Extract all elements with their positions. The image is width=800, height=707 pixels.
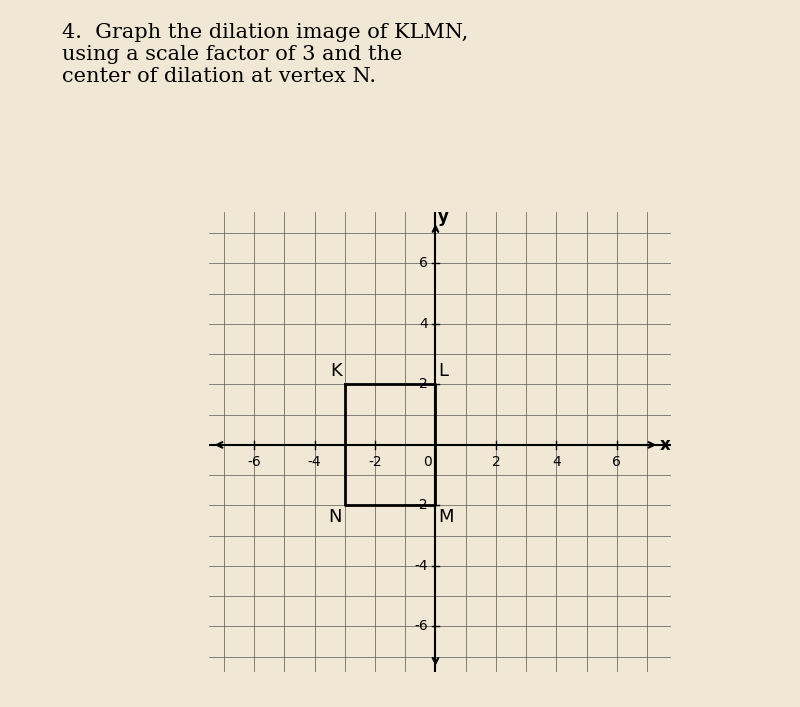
Text: 6: 6	[613, 455, 622, 469]
Text: x: x	[660, 436, 670, 454]
Text: 2: 2	[491, 455, 500, 469]
Text: -6: -6	[247, 455, 261, 469]
Text: 2: 2	[419, 378, 428, 392]
Text: 4: 4	[419, 317, 428, 331]
Text: y: y	[438, 208, 449, 226]
Text: L: L	[438, 362, 449, 380]
Text: 0: 0	[423, 455, 432, 469]
Text: 6: 6	[419, 257, 428, 271]
Text: N: N	[328, 508, 342, 527]
Text: 4: 4	[552, 455, 561, 469]
Text: -4: -4	[414, 559, 428, 573]
Text: K: K	[330, 362, 342, 380]
Text: 4.  Graph the dilation image of KLMN,
using a scale factor of 3 and the
center o: 4. Graph the dilation image of KLMN, usi…	[62, 23, 468, 86]
Text: -2: -2	[414, 498, 428, 513]
Text: -6: -6	[414, 619, 428, 633]
Text: -2: -2	[368, 455, 382, 469]
Text: M: M	[438, 508, 454, 527]
Text: -4: -4	[308, 455, 322, 469]
